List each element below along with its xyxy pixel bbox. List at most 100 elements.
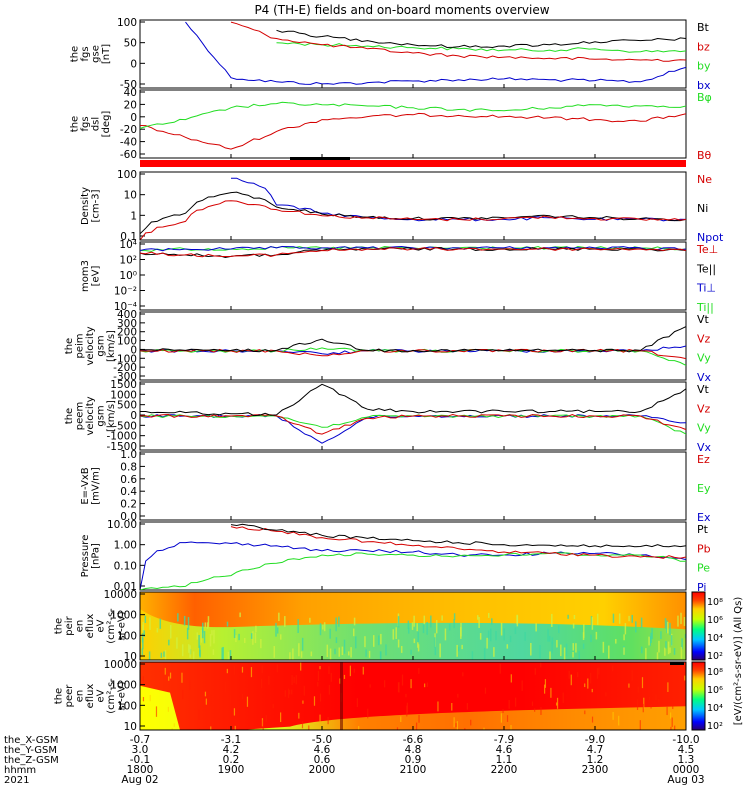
axis-value-z_gsm: -0.1 [130,754,151,766]
series-line-Pt [230,523,686,548]
y-tick-label: 0 [130,58,137,70]
colorbar-tick: 10⁶ [707,685,723,696]
y-label-line: peir [64,615,75,635]
axis-value-hhmm_ticks: 2100 [400,764,427,776]
series-line-Vz [140,413,686,435]
panel-frame [139,19,687,89]
y-label-line: the [64,338,75,354]
colorbar-tick: 10⁴ [707,703,723,714]
y-label-line: dsl [90,117,101,131]
colorbar-tick: 10⁶ [707,615,723,626]
date-label: Aug 02 [121,774,158,786]
series-group [140,326,686,366]
y-label-line: gsm [96,335,107,356]
axis-row-label: hhmm [4,765,36,776]
colorbar-tick: 10⁸ [707,667,723,678]
y-tick-label: 10000 [104,659,137,671]
axis-value-z_gsm: 1.3 [678,754,695,766]
legend-Ti⊥: Ti⊥ [696,282,716,295]
legend-Ne: Ne [697,173,712,186]
axis-value-hhmm_ticks: 1900 [218,764,245,776]
y-label-line: mom3 [80,260,91,292]
y-label-line: peem [75,402,86,430]
y-tick-label: 10 [124,721,137,733]
series-line-bz [230,21,686,62]
series-line-Pe [140,552,686,590]
axis-value-x_gsm: -9.0 [585,734,606,746]
axis-value-z_gsm: 0.6 [314,754,331,766]
y-tick-label: 10² [119,255,137,267]
series-line-Vx [140,413,686,444]
series-group [140,101,686,150]
series-group [140,523,686,590]
axis-value-x_gsm: -6.6 [403,734,424,746]
y-label-line: eflux [85,614,96,639]
colorbar-ion: 10⁸ 10⁶ 10⁴ 10² [691,591,723,662]
y-axis-label: the peer en eflux eV (cm²-s-sr-eV) [54,678,128,714]
y-label-line: gsm [96,405,107,426]
flag-strip-marker [290,157,350,160]
y-label-line: the [54,688,65,704]
spectrogram-peer_spec [140,662,686,730]
y-label-line: the [54,618,65,634]
legend-Vx: Vx [697,371,712,384]
colorbar-tick: 10² [707,721,723,732]
series-line-Ni [140,191,686,235]
colorbar-gradient [691,591,706,661]
colorbar-label-group: [eV/(cm²-s-sr-eV)] (All Qs) [733,597,744,726]
axis-row-label: the_Y-GSM [4,745,57,756]
colorbar-tick: 10⁴ [707,633,723,644]
y-tick-label: 10.00 [107,519,137,531]
series-line-Vt [140,326,686,353]
panel-density: 100 10 1 0.1 Density [cm-3] Ne Ni Npot [80,169,724,244]
y-label-line: peim [75,333,86,358]
y-label-line: eV [96,689,107,702]
panel-pressure: 10.00 1.00 0.10 0.01 Pressure [nPa] Pt Pb Pe Pi [80,519,711,594]
y-label-line: the [69,46,80,62]
y-label-line: Density [80,187,91,225]
y-label-line: velocity [85,396,96,435]
axis-row-label: the_X-GSM [4,735,58,746]
legend-Pb: Pb [697,542,711,555]
y-tick-label: 50 [124,38,137,50]
series-line-Bt [276,29,686,49]
y-axis-label: mom3 [eV] [80,260,102,292]
spectrogram-peir_spec [140,592,686,660]
axis-value-hhmm_ticks: 0000 [673,764,700,776]
axis-value-x_gsm: -5.0 [312,734,333,746]
y-tick-label: 1500 [110,379,137,391]
y-tick-label: 500 [117,400,137,412]
panel-frame [139,241,687,311]
axis-row-label: 2021 [4,775,29,786]
legend-Bt: Bt [697,21,710,34]
y-tick-label: -300 [113,371,137,383]
series-line-Ne [140,200,686,240]
y-tick-label: 100 [117,17,137,29]
y-tick-label: 100 [117,336,137,348]
legend-Vy: Vy [697,422,711,435]
y-tick-label: 0.4 [120,486,137,498]
axis-value-hhmm_ticks: 2200 [491,764,518,776]
y-tick-label: -1500 [106,441,137,453]
legend-Vz: Vz [697,332,711,345]
y-axis-label: Density [cm-3] [80,187,102,225]
legend-Vt: Vt [697,313,710,326]
panel-peer_spec: 10000 1000 100 10 the peer en eflux eV (cm²-s-sr-… [54,659,687,733]
y-tick-label: -100 [113,353,137,365]
panel-temperature: 10⁴ 10² 10⁰ 10⁻² 10⁻⁴ mom3 [eV] Te⊥ Te|| Ti⊥ Ti|| [80,239,718,314]
series-line-Vy [140,413,686,435]
y-label-line: [km/s] [106,400,117,432]
y-label-line: (cm²-s- [106,608,117,644]
plot-title: P4 (TH-E) fields and on-board moments ov… [254,3,549,17]
y-axis-label: the peir en eflux eV (cm²-s-sr-eV) [54,608,128,644]
series-line-Vt [140,383,686,417]
legend-Npot: Npot [697,231,724,244]
y-label-line: [nT] [101,44,112,64]
panel-frame [139,89,687,159]
y-label-line: [mV/m] [90,467,101,505]
panel-frame [139,451,687,521]
y-label-line: gse [90,45,101,63]
axis-value-y_gsm: 4.2 [223,744,240,756]
